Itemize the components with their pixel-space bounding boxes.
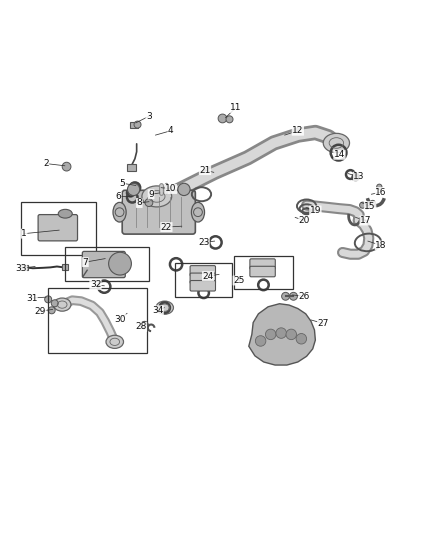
Circle shape bbox=[67, 231, 73, 237]
Text: 25: 25 bbox=[233, 276, 244, 285]
Text: 33: 33 bbox=[15, 264, 27, 273]
Circle shape bbox=[178, 183, 190, 196]
Text: 5: 5 bbox=[120, 179, 126, 188]
Circle shape bbox=[360, 202, 366, 208]
Text: 19: 19 bbox=[310, 206, 321, 215]
Text: 3: 3 bbox=[146, 112, 152, 121]
Text: 32: 32 bbox=[90, 280, 101, 289]
Circle shape bbox=[62, 162, 71, 171]
FancyBboxPatch shape bbox=[82, 252, 125, 278]
Text: 15: 15 bbox=[364, 201, 376, 211]
Text: 31: 31 bbox=[26, 294, 37, 303]
Text: 17: 17 bbox=[360, 216, 371, 225]
Circle shape bbox=[286, 329, 297, 340]
Text: 27: 27 bbox=[318, 319, 329, 328]
Text: 13: 13 bbox=[353, 172, 365, 181]
Ellipse shape bbox=[113, 203, 126, 222]
Text: 12: 12 bbox=[292, 126, 304, 135]
Circle shape bbox=[109, 252, 131, 275]
Circle shape bbox=[51, 300, 58, 307]
Circle shape bbox=[377, 184, 382, 189]
FancyBboxPatch shape bbox=[122, 190, 195, 234]
Ellipse shape bbox=[58, 209, 72, 218]
Ellipse shape bbox=[323, 133, 350, 152]
Bar bbox=[21, 201, 96, 255]
Bar bbox=[175, 263, 232, 297]
Text: 6: 6 bbox=[115, 192, 121, 201]
Text: 23: 23 bbox=[198, 238, 209, 247]
Ellipse shape bbox=[156, 301, 173, 314]
Text: 28: 28 bbox=[135, 322, 147, 332]
Text: 4: 4 bbox=[168, 126, 173, 135]
Bar bbox=[127, 164, 136, 171]
Text: 9: 9 bbox=[148, 190, 154, 199]
Circle shape bbox=[145, 199, 153, 206]
Text: 1: 1 bbox=[21, 229, 27, 238]
Circle shape bbox=[99, 261, 105, 266]
Text: 20: 20 bbox=[299, 216, 310, 225]
Circle shape bbox=[276, 328, 286, 338]
Bar bbox=[130, 122, 138, 128]
Text: 30: 30 bbox=[115, 314, 126, 324]
Bar bbox=[234, 255, 293, 289]
Circle shape bbox=[265, 329, 276, 340]
FancyBboxPatch shape bbox=[38, 215, 78, 241]
Circle shape bbox=[226, 116, 233, 123]
Circle shape bbox=[296, 334, 307, 344]
Ellipse shape bbox=[142, 186, 172, 207]
Text: 22: 22 bbox=[161, 223, 172, 231]
Bar bbox=[61, 264, 68, 270]
Circle shape bbox=[48, 307, 55, 314]
FancyBboxPatch shape bbox=[250, 259, 275, 269]
Circle shape bbox=[127, 183, 140, 196]
Text: 21: 21 bbox=[199, 166, 211, 175]
Circle shape bbox=[109, 261, 115, 266]
Text: 24: 24 bbox=[202, 272, 214, 281]
Ellipse shape bbox=[53, 298, 71, 311]
Circle shape bbox=[50, 231, 56, 237]
Text: 26: 26 bbox=[299, 292, 310, 301]
Circle shape bbox=[370, 200, 375, 206]
Polygon shape bbox=[249, 304, 315, 365]
FancyBboxPatch shape bbox=[190, 280, 215, 291]
Circle shape bbox=[290, 292, 297, 300]
Circle shape bbox=[365, 205, 369, 209]
FancyBboxPatch shape bbox=[190, 273, 215, 284]
Circle shape bbox=[255, 336, 266, 346]
Text: 2: 2 bbox=[43, 159, 49, 168]
Bar bbox=[48, 288, 147, 353]
Text: 16: 16 bbox=[375, 188, 387, 197]
Bar bbox=[20, 264, 28, 270]
Text: 29: 29 bbox=[35, 306, 46, 316]
Text: 7: 7 bbox=[82, 257, 88, 266]
Ellipse shape bbox=[191, 203, 205, 222]
Text: 34: 34 bbox=[152, 306, 163, 315]
Circle shape bbox=[45, 296, 52, 303]
Circle shape bbox=[218, 114, 227, 123]
FancyBboxPatch shape bbox=[250, 266, 275, 277]
Circle shape bbox=[282, 292, 290, 300]
Text: 10: 10 bbox=[165, 184, 177, 193]
Bar bbox=[65, 247, 149, 280]
Text: 18: 18 bbox=[375, 241, 387, 250]
Text: 8: 8 bbox=[136, 198, 142, 207]
Circle shape bbox=[134, 121, 141, 128]
Text: 11: 11 bbox=[230, 103, 241, 112]
FancyBboxPatch shape bbox=[190, 265, 215, 276]
Text: 14: 14 bbox=[334, 150, 345, 159]
Ellipse shape bbox=[106, 335, 124, 349]
